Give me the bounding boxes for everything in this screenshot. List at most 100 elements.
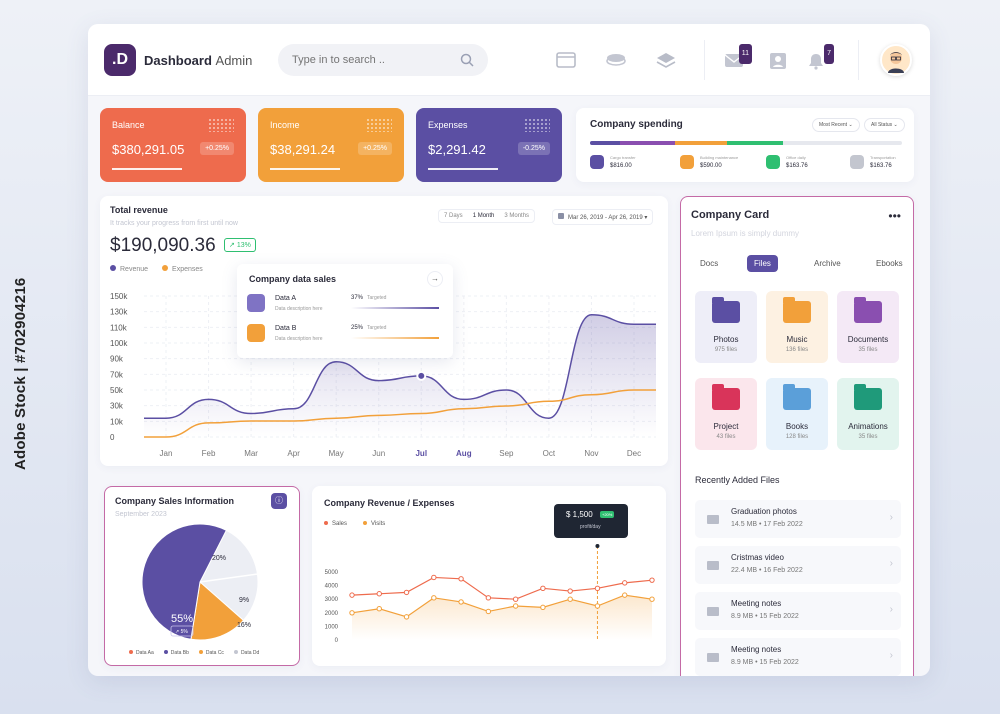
data-point[interactable] (403, 614, 410, 620)
popup-title: Company data sales (249, 274, 337, 284)
folder-books[interactable]: Books 128 files (766, 378, 828, 450)
sales-pie-chart: 20% 9% 16% 55% ↗ 5% (141, 523, 259, 641)
date-range-picker[interactable]: Mar 26, 2019 - Apr 26, 2019 ▾ (552, 209, 654, 225)
recent-file-item[interactable]: Meeting notes 8.9 MB • 15 Feb 2022 › (695, 592, 901, 630)
range-1m[interactable]: 1 Month (472, 213, 495, 219)
data-point[interactable] (622, 580, 628, 586)
data-point[interactable] (622, 592, 628, 598)
y-tick-label: 130k (110, 308, 128, 317)
contacts-icon[interactable] (768, 52, 788, 70)
folder-project[interactable]: Project 43 files (695, 378, 757, 450)
data-point[interactable] (376, 591, 382, 597)
data-point[interactable] (649, 577, 655, 583)
recent-file-meta: 22.4 MB • 16 Feb 2022 (731, 567, 803, 574)
stat-line (428, 168, 498, 170)
data-point[interactable] (349, 592, 355, 598)
data-point[interactable] (567, 596, 573, 602)
mail-icon[interactable]: 11 (724, 44, 752, 70)
data-point[interactable] (485, 608, 492, 615)
recent-file-item[interactable]: Cristmas video 22.4 MB • 16 Feb 2022 › (695, 546, 901, 584)
spending-bar-seg (620, 141, 675, 145)
range-3m[interactable]: 3 Months (504, 213, 530, 219)
data-point[interactable] (431, 574, 437, 581)
coins-icon[interactable] (606, 52, 626, 70)
data-point[interactable] (485, 595, 492, 601)
folder-photos[interactable]: Photos 975 files (695, 291, 757, 363)
folder-animations[interactable]: Animations 35 files (837, 378, 899, 450)
y-tick-label: 5000 (325, 570, 339, 576)
folder-icon (783, 384, 811, 410)
slice-divider (199, 573, 259, 583)
filter-most-recent[interactable]: Most Recent ⌄ (812, 118, 860, 132)
app-logo[interactable]: .D (104, 44, 136, 76)
tab-ebooks[interactable]: Ebooks (876, 259, 903, 268)
company-spending-card: Company spending Most Recent ⌄ All Statu… (576, 108, 914, 182)
data-point[interactable] (512, 603, 519, 609)
search-icon[interactable] (460, 53, 474, 67)
filter-label: All Status (871, 122, 893, 128)
data-point[interactable] (594, 585, 601, 592)
folder-music[interactable]: Music 136 files (766, 291, 828, 363)
data-point[interactable] (376, 606, 382, 612)
more-icon[interactable]: ••• (888, 209, 901, 223)
data-point[interactable] (349, 610, 355, 616)
tab-docs[interactable]: Docs (700, 259, 719, 268)
data-point[interactable] (431, 595, 437, 601)
legend-label: Data Aa (136, 650, 154, 656)
bell-badge: 7 (824, 44, 834, 64)
pie-slice[interactable] (190, 581, 245, 641)
stat-value: $2,291.42 (428, 142, 486, 157)
user-avatar[interactable] (880, 44, 912, 76)
folder-name: Project (713, 422, 739, 431)
search-bar[interactable] (278, 44, 488, 76)
sales-line (351, 576, 653, 600)
folder-documents[interactable]: Documents 35 files (837, 291, 899, 363)
data-a-pct: 37% (351, 295, 364, 301)
rev-exp-title: Company Revenue / Expenses (324, 498, 455, 508)
revenue-subtitle: It tracks your progress from first until… (110, 220, 238, 227)
search-input[interactable] (292, 54, 442, 66)
data-b-tag: Targeted (367, 325, 387, 331)
data-point[interactable] (403, 589, 410, 596)
pie-legend: Data Aa Data Bb Data Cc Data Dd (129, 650, 259, 656)
data-point[interactable] (540, 604, 546, 611)
info-icon[interactable]: ⓘ (271, 493, 287, 509)
pie-slice[interactable] (199, 529, 259, 622)
data-point[interactable] (512, 596, 519, 602)
app-title: Dashboard Admin (144, 53, 252, 68)
chevron-right-icon[interactable]: › (889, 558, 893, 569)
profit-tooltip: $ 1,500 +20% profit/day (554, 504, 628, 538)
arrow-right-icon[interactable]: → (427, 271, 443, 287)
range-tabs: 7 Days 1 Month 3 Months (438, 209, 536, 223)
chevron-right-icon[interactable]: › (889, 512, 893, 523)
tab-files[interactable]: Files (747, 255, 778, 272)
x-tick-label: May (329, 449, 344, 458)
expenses-card[interactable]: Expenses $2,291.42 -0.25% (416, 108, 562, 182)
data-point[interactable] (649, 596, 655, 602)
bell-icon[interactable]: 7 (806, 44, 834, 70)
recent-file-name: Cristmas video (731, 553, 784, 562)
data-point[interactable] (458, 576, 464, 582)
filter-all-status[interactable]: All Status ⌄ (864, 118, 905, 132)
data-point[interactable] (567, 588, 573, 594)
income-card[interactable]: Income $38,291.24 +0.25% (258, 108, 404, 182)
browser-window-icon[interactable] (556, 52, 576, 70)
range-7d[interactable]: 7 Days (444, 213, 463, 219)
chevron-right-icon[interactable]: › (889, 650, 893, 661)
data-point[interactable] (458, 599, 464, 605)
tab-archive[interactable]: Archive (814, 259, 841, 268)
y-tick-label: 90k (110, 355, 124, 364)
spending-bar-seg (590, 141, 620, 145)
chevron-right-icon[interactable]: › (889, 604, 893, 615)
data-point[interactable] (540, 585, 546, 592)
pie-slice[interactable] (141, 523, 228, 640)
rev-exp-chart: 500040003000200010000JanFebMarAprMayJunJ… (325, 544, 655, 644)
layers-icon[interactable] (656, 52, 676, 70)
balance-card[interactable]: Balance $380,291.05 +0.25% (100, 108, 246, 182)
recent-file-item[interactable]: Meeting notes 8.9 MB • 15 Feb 2022 › (695, 638, 901, 676)
caret-down-icon: ▾ (644, 215, 648, 221)
recent-file-item[interactable]: Graduation photos 14.5 MB • 17 Feb 2022 › (695, 500, 901, 538)
data-point[interactable] (594, 603, 601, 609)
pie-center-badge-box (170, 625, 194, 637)
highlight-point[interactable] (416, 370, 427, 381)
